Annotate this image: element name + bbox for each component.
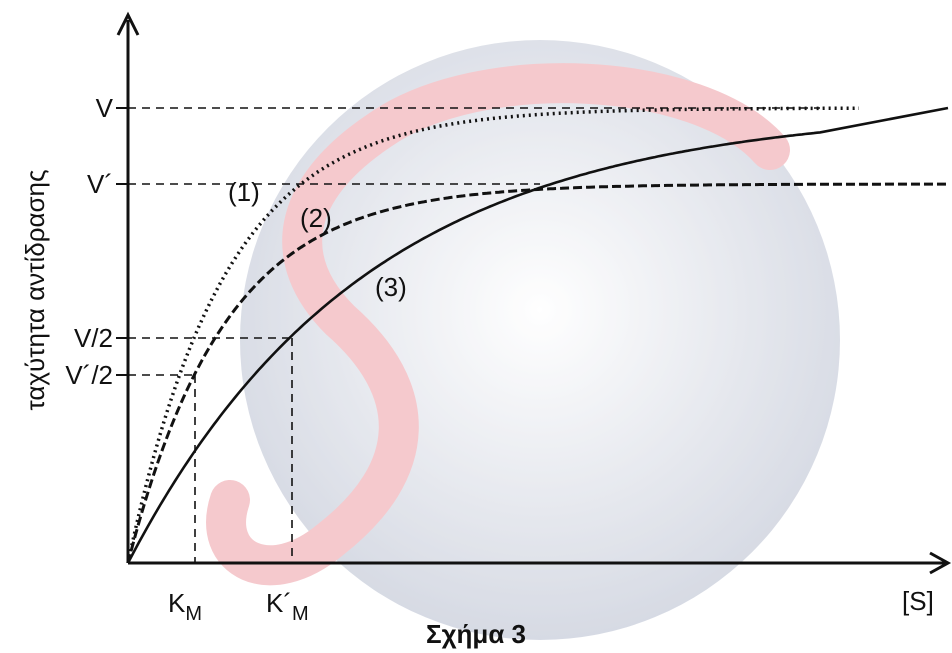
curve-label: (2) <box>300 203 332 233</box>
x-label-main: K´ <box>266 588 292 618</box>
caption: Σχήμα 3 <box>426 619 526 649</box>
y-axis-label: ταχύτητα αντίδρασης <box>20 169 50 410</box>
x-label: K´M <box>266 588 309 625</box>
guides <box>116 107 820 563</box>
y-label: V´ <box>87 169 113 199</box>
curve-1 <box>126 106 859 564</box>
curve-label: (1) <box>228 177 260 207</box>
x-label-main: K <box>168 588 186 618</box>
x-label-sub: M <box>292 603 309 625</box>
axes <box>116 11 952 575</box>
curve-label: (3) <box>375 272 407 302</box>
watermark <box>206 40 840 640</box>
curve-3 <box>126 106 949 564</box>
y-label: V <box>96 93 114 123</box>
y-label: V/2 <box>74 323 113 353</box>
x-label: KM <box>168 588 202 625</box>
x-label-sub: M <box>185 603 202 625</box>
x-axis-label: [S] <box>902 586 934 616</box>
y-label: V´/2 <box>65 360 113 390</box>
